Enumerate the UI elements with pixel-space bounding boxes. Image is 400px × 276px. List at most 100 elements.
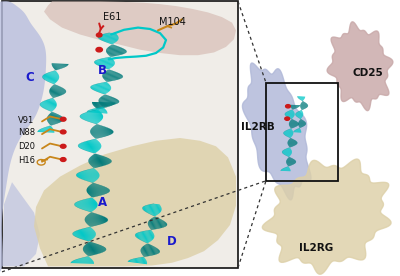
Text: A: A [98, 196, 106, 209]
Polygon shape [142, 209, 161, 212]
Polygon shape [300, 105, 308, 106]
Polygon shape [85, 218, 108, 220]
Polygon shape [88, 194, 104, 195]
Text: IL2RG: IL2RG [299, 243, 333, 253]
Polygon shape [299, 118, 302, 119]
Polygon shape [136, 258, 146, 259]
Polygon shape [80, 171, 98, 173]
Polygon shape [45, 73, 58, 75]
Polygon shape [85, 217, 108, 219]
Polygon shape [288, 142, 297, 143]
Polygon shape [74, 231, 96, 232]
Polygon shape [142, 254, 152, 256]
Polygon shape [281, 170, 290, 171]
Polygon shape [102, 95, 112, 97]
Polygon shape [149, 227, 159, 229]
Polygon shape [90, 196, 98, 197]
Polygon shape [299, 127, 302, 128]
Polygon shape [81, 118, 102, 120]
Polygon shape [296, 114, 303, 115]
Polygon shape [103, 73, 122, 75]
Polygon shape [284, 133, 293, 134]
Polygon shape [135, 234, 154, 237]
Polygon shape [42, 76, 59, 78]
Polygon shape [300, 105, 308, 107]
Polygon shape [103, 95, 109, 96]
Polygon shape [141, 249, 160, 252]
Polygon shape [284, 132, 293, 133]
Polygon shape [104, 71, 118, 73]
Polygon shape [42, 78, 59, 79]
Text: CD25: CD25 [353, 68, 383, 78]
Polygon shape [96, 83, 110, 85]
Polygon shape [76, 206, 97, 208]
Polygon shape [148, 213, 158, 215]
Polygon shape [285, 135, 293, 136]
Polygon shape [48, 82, 56, 83]
Polygon shape [103, 94, 106, 95]
Polygon shape [95, 124, 102, 126]
Polygon shape [49, 71, 57, 73]
Polygon shape [38, 131, 54, 133]
Polygon shape [289, 124, 299, 125]
Polygon shape [109, 55, 115, 57]
Polygon shape [296, 115, 303, 116]
Polygon shape [89, 111, 100, 112]
Polygon shape [149, 226, 162, 229]
Polygon shape [92, 85, 111, 87]
Polygon shape [98, 107, 104, 108]
Text: D: D [167, 235, 177, 248]
Polygon shape [298, 124, 306, 125]
Polygon shape [288, 156, 290, 157]
Polygon shape [54, 68, 62, 69]
Polygon shape [53, 85, 58, 86]
Polygon shape [99, 102, 118, 104]
Polygon shape [300, 106, 308, 107]
Text: D20: D20 [18, 142, 35, 151]
Polygon shape [290, 121, 298, 122]
Polygon shape [284, 134, 293, 135]
Polygon shape [298, 123, 306, 124]
Polygon shape [89, 185, 104, 187]
Polygon shape [93, 136, 104, 137]
Polygon shape [144, 245, 154, 246]
Polygon shape [298, 124, 305, 126]
Polygon shape [105, 81, 112, 82]
Polygon shape [107, 69, 110, 70]
Polygon shape [90, 152, 97, 153]
Polygon shape [109, 46, 120, 47]
Polygon shape [301, 108, 305, 109]
Polygon shape [102, 82, 108, 83]
Polygon shape [83, 257, 90, 258]
Text: M104: M104 [158, 17, 186, 27]
Circle shape [286, 105, 290, 108]
Polygon shape [104, 68, 110, 69]
Polygon shape [102, 74, 123, 76]
Polygon shape [80, 116, 103, 118]
Polygon shape [288, 141, 297, 142]
Polygon shape [86, 216, 105, 217]
Polygon shape [92, 168, 96, 169]
Polygon shape [285, 149, 291, 150]
Polygon shape [148, 224, 165, 227]
Polygon shape [52, 66, 66, 68]
Polygon shape [90, 133, 112, 135]
Polygon shape [87, 188, 110, 190]
Polygon shape [294, 131, 301, 132]
Polygon shape [71, 262, 94, 264]
Polygon shape [287, 158, 294, 159]
Polygon shape [286, 112, 294, 113]
Polygon shape [50, 83, 56, 84]
Polygon shape [77, 173, 100, 175]
Polygon shape [91, 183, 98, 184]
Polygon shape [105, 42, 115, 43]
Polygon shape [51, 95, 60, 97]
Polygon shape [298, 128, 300, 129]
Polygon shape [90, 132, 113, 134]
Polygon shape [78, 238, 94, 239]
Polygon shape [290, 120, 295, 121]
Polygon shape [111, 44, 114, 45]
Polygon shape [286, 162, 296, 163]
Polygon shape [288, 140, 296, 141]
Polygon shape [284, 132, 293, 133]
